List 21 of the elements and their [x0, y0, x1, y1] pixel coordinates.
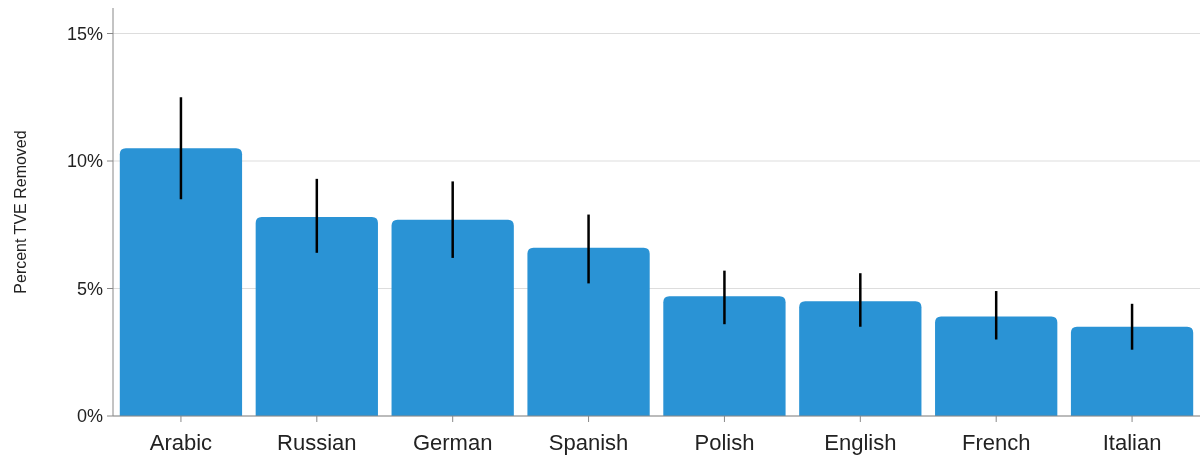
- bar: [663, 296, 786, 416]
- bar: [119, 148, 243, 416]
- y-tick-label: 15%: [66, 23, 103, 44]
- bar: [799, 301, 922, 416]
- x-tick-label: English: [824, 430, 897, 455]
- x-tick-label: German: [412, 430, 493, 455]
- x-tick-label: Russian: [277, 430, 357, 455]
- bar: [1070, 326, 1194, 416]
- x-tick-label: French: [961, 430, 1031, 455]
- bar: [391, 219, 514, 416]
- x-tick-label: Arabic: [149, 430, 213, 455]
- y-tick-label: 0%: [76, 406, 103, 427]
- x-tick-label: Italian: [1102, 430, 1162, 455]
- y-tick-label: 5%: [76, 278, 103, 299]
- bar: [935, 316, 1058, 416]
- y-axis-title: Percent TVE Removed: [12, 130, 29, 294]
- bar: [527, 247, 650, 416]
- x-tick-label: Polish: [694, 430, 755, 455]
- bar: [255, 217, 378, 416]
- x-tick-label: Spanish: [548, 430, 629, 455]
- y-tick-label: 10%: [66, 151, 103, 172]
